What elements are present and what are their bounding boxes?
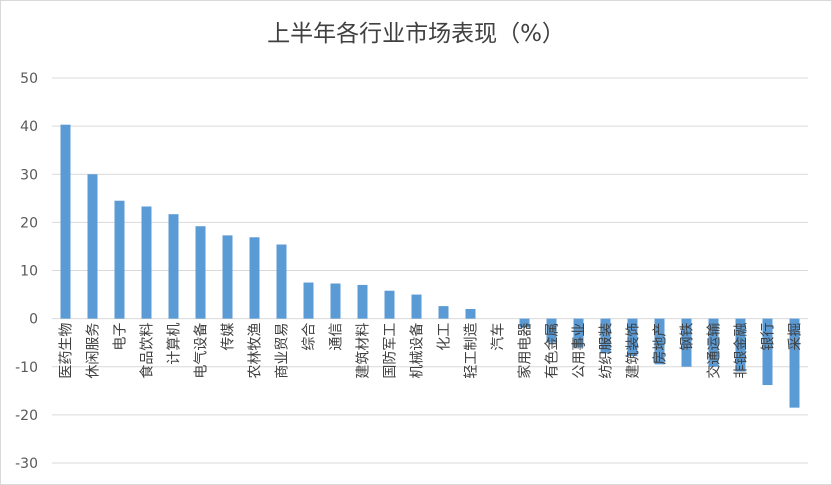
bar xyxy=(330,283,341,319)
category-label: 有色金属 xyxy=(544,323,561,379)
category-label: 建筑材料 xyxy=(356,323,372,379)
grid-layer xyxy=(52,77,808,464)
bar-layer xyxy=(60,124,800,408)
bar xyxy=(762,318,773,386)
category-label: 电子 xyxy=(113,323,129,351)
y-tick-label: 20 xyxy=(20,215,38,231)
bar xyxy=(465,309,476,319)
category-label: 通信 xyxy=(329,323,345,351)
bar xyxy=(384,290,395,319)
y-tick-label: 0 xyxy=(29,312,38,328)
category-label: 商业贸易 xyxy=(275,323,291,379)
category-label: 房地产 xyxy=(653,323,669,365)
bar xyxy=(249,237,260,319)
category-label: 休闲服务 xyxy=(86,323,102,379)
category-label: 建筑装饰 xyxy=(626,323,642,379)
category-label: 国防军工 xyxy=(383,323,399,379)
y-tick-label: 50 xyxy=(20,71,38,87)
bar xyxy=(222,235,233,319)
bar xyxy=(708,318,719,367)
bar xyxy=(735,318,746,372)
category-label: 综合 xyxy=(302,323,318,351)
y-axis-labels: 50 40 30 20 10 0 -10 -20 -30 xyxy=(15,71,38,472)
category-labels: 医药生物 休闲服务 电子 食品饮料 计算机 电气设备 传媒 农林牧渔 商业贸易 综合 通信 建筑材料国… xyxy=(59,323,804,379)
bar xyxy=(276,244,287,319)
category-label: 农林牧渔 xyxy=(248,323,264,379)
bar xyxy=(627,318,638,357)
y-tick-label: 40 xyxy=(20,119,38,135)
bar xyxy=(60,124,71,319)
category-label: 传媒 xyxy=(221,323,237,351)
category-label: 计算机 xyxy=(167,323,183,365)
category-label: 银行 xyxy=(761,323,777,351)
bar xyxy=(600,318,611,354)
category-label: 钢铁 xyxy=(680,323,696,351)
y-tick-label: 10 xyxy=(20,264,38,280)
bar xyxy=(519,318,530,328)
category-label: 公用事业 xyxy=(572,323,588,379)
bar xyxy=(87,174,98,319)
y-tick-label: -10 xyxy=(15,360,38,376)
bar xyxy=(195,226,206,319)
bar xyxy=(546,318,557,343)
bar xyxy=(438,306,449,319)
bar xyxy=(303,282,314,319)
category-label: 轻工制造 xyxy=(464,323,480,379)
category-label: 医药生物 xyxy=(59,323,75,379)
bar xyxy=(114,200,125,319)
category-label: 化工 xyxy=(437,323,453,351)
category-label: 汽车 xyxy=(490,323,507,351)
category-label: 机械设备 xyxy=(409,323,426,379)
bar xyxy=(681,318,692,367)
bar xyxy=(789,318,800,408)
bar xyxy=(357,284,368,319)
category-label: 非银金融 xyxy=(734,323,750,379)
y-tick-label: -30 xyxy=(15,456,38,472)
category-label: 电气设备 xyxy=(193,323,210,379)
y-tick-label: -20 xyxy=(15,408,38,424)
bar xyxy=(411,294,422,319)
bar xyxy=(141,206,152,319)
bar xyxy=(654,318,665,365)
category-label: 家用电器 xyxy=(517,323,534,379)
category-label: 食品饮料 xyxy=(139,323,156,379)
chart-title: 上半年各行业市场表现（%） xyxy=(267,21,565,47)
y-tick-label: 30 xyxy=(20,167,38,183)
bar xyxy=(573,318,584,348)
category-label: 交通运输 xyxy=(706,323,723,379)
bar xyxy=(168,214,179,319)
category-label: 采掘 xyxy=(788,323,804,351)
category-label: 纺织服装 xyxy=(599,323,615,379)
